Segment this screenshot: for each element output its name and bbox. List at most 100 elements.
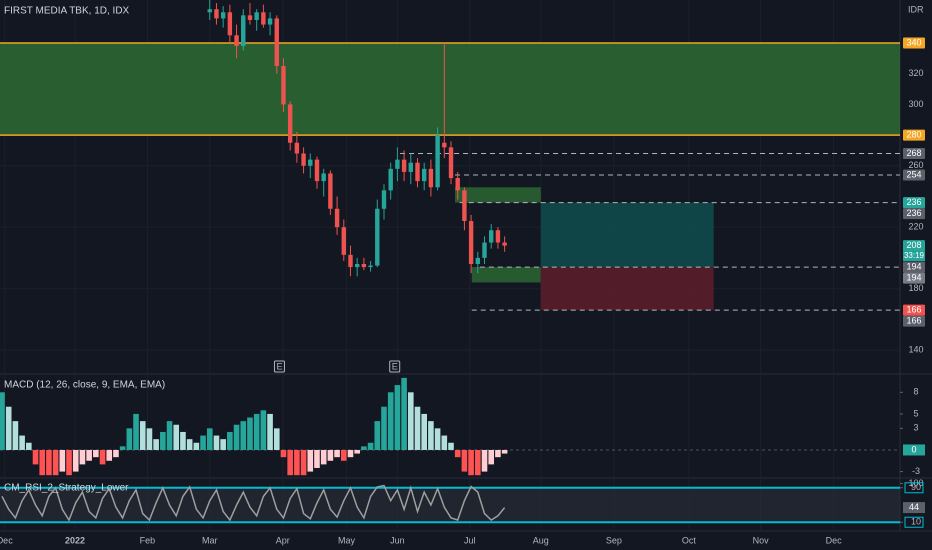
histogram-bar [327,449,334,461]
histogram-bar [394,385,401,450]
histogram-bar [367,442,374,450]
histogram-bar [414,406,421,450]
histogram-bar [26,442,32,450]
y-tick-label: 3 [913,423,918,433]
x-tick-label: Jul [464,535,476,545]
price-label: 236 [906,208,921,218]
candle-body [301,153,306,166]
histogram-bar [213,435,220,450]
histogram-bar [59,449,66,472]
x-tick-label: Dec [0,535,13,545]
histogram-bar [186,439,193,450]
histogram-bar [267,413,273,450]
x-tick-label: Feb [140,535,156,545]
price-label-bg [903,197,925,209]
histogram-bar [106,449,113,461]
y-tick-label: 10 [911,517,921,527]
candle-body [368,265,373,268]
chart-title: FIRST MEDIA TBK, 1D, IDX [4,6,130,17]
histogram-bar [300,449,307,476]
candle-body [475,257,481,265]
price-label: 254 [906,169,921,179]
price-label-bg [903,129,925,141]
position-target [540,202,714,268]
y-tick-label: -3 [912,466,920,476]
histogram-bar [166,421,173,450]
event-box [273,360,285,373]
candle-body [388,168,393,191]
last-value: 44 [909,502,919,512]
histogram-bar [361,446,367,450]
candle-body [274,18,279,67]
x-tick-label: 2022 [65,535,85,545]
candle-body [254,12,259,20]
histogram-bar [407,392,414,450]
candle-body [408,162,413,172]
countdown: 33:19 [904,251,925,260]
histogram-bar [387,392,394,450]
histogram-bar [260,410,267,450]
histogram-bar [247,417,253,450]
histogram-bar [233,424,240,450]
y-tick-label: 260 [908,160,923,170]
histogram-bar [468,449,474,476]
x-tick-label: May [338,535,356,545]
histogram-bar [19,435,25,450]
candle-body [421,168,427,182]
histogram-bar [227,431,233,450]
candle-body [381,190,387,209]
histogram-bar [220,439,226,450]
candle-body [354,264,360,268]
histogram-bar [461,449,468,472]
candle-body [495,230,501,243]
candle-body [241,15,246,47]
price-label-bg [903,272,925,284]
histogram-bar [146,428,153,450]
candle-body [294,142,300,154]
candle-body [395,159,400,169]
candle-body [207,9,212,13]
candle-body [455,178,460,191]
histogram-bar [441,435,448,450]
histogram-bar [253,413,260,450]
histogram-bar [126,428,133,450]
histogram-bar [86,449,92,461]
price-label-bg [903,37,925,49]
histogram-bar [401,377,407,450]
histogram-bar [173,424,180,450]
price-label-bg [903,261,925,273]
candle-body [220,12,226,19]
x-tick-label: Dec [826,535,843,545]
candle-body [308,159,313,166]
histogram-bar [72,449,79,472]
histogram-bar [294,449,300,476]
histogram-bar [66,449,72,476]
histogram-bar [0,392,5,450]
histogram-bar [347,449,354,458]
histogram-bar [481,449,488,472]
histogram-bar [46,449,52,476]
price-label: 236 [906,197,921,207]
histogram-bar [113,449,119,458]
x-tick-label: Aug [533,535,549,545]
currency: IDR [908,4,924,14]
price-label: 340 [906,37,921,47]
last-value: 0 [911,444,916,454]
histogram-bar [32,449,39,465]
price-label-bg [903,169,925,181]
candle-body [267,18,273,25]
histogram-bar [354,449,360,454]
macd-title: MACD (12, 26, close, 9, EMA, EMA) [4,380,165,391]
candle-body [227,12,233,36]
candle-body [234,35,239,47]
x-tick-label: Oct [682,535,697,545]
y-tick-label: 300 [908,99,923,109]
level-label-bg [904,516,924,528]
y-tick-label: 320 [908,68,923,78]
histogram-bar [153,439,159,450]
histogram-bar [160,431,166,450]
histogram-bar [133,413,139,450]
histogram-bar [421,413,427,450]
histogram-bar [119,446,126,450]
price-label: 268 [906,148,921,158]
